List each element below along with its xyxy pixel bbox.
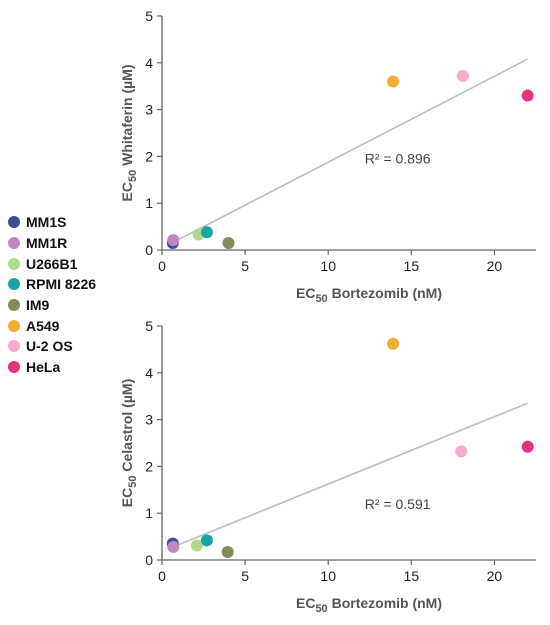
data-point: [221, 546, 234, 559]
trendline: [171, 402, 528, 549]
legend-item: MM1S: [8, 212, 96, 233]
legend-label: HeLa: [26, 359, 61, 376]
legend-marker: [8, 237, 20, 250]
x-tick-label: 20: [487, 568, 503, 584]
y-axis-title: EC50 Whitaferin (µM): [119, 65, 139, 202]
x-axis-title: EC50 Bortezomib (nM): [296, 285, 442, 305]
legend-label: IM9: [26, 297, 50, 314]
y-axis-title: EC50 Celastrol (µM): [119, 379, 139, 507]
legend-item: MM1R: [8, 233, 96, 254]
y-tick-label: 3: [145, 102, 153, 118]
chart-panel: 0 1 2 3 4 5 0 5 10 15 20 R² = 0.591 EC50 Bortezomib …: [119, 318, 536, 615]
y-tick-label: 0: [145, 242, 153, 258]
legend-item: IM9: [8, 295, 96, 316]
data-point: [200, 226, 213, 239]
y-tick-label: 5: [145, 8, 153, 24]
data-point: [222, 236, 235, 249]
x-tick-label: 0: [158, 568, 166, 584]
data-point: [456, 69, 469, 82]
chart-panel: 0 1 2 3 4 5 0 5 10 15 20 R² = 0.896 EC50 Bortezomib …: [119, 8, 536, 305]
legend-item: U-2 OS: [8, 336, 96, 357]
data-point: [167, 540, 180, 553]
data-point: [387, 337, 400, 350]
y-tick-label: 1: [145, 505, 153, 521]
y-tick-label: 2: [145, 458, 153, 474]
r-squared-label: R² = 0.591: [365, 496, 431, 512]
data-point: [521, 440, 534, 453]
y-tick-label: 0: [145, 552, 153, 568]
legend-label: MM1R: [26, 235, 68, 252]
data-point: [200, 534, 213, 547]
y-tick-label: 2: [145, 148, 153, 164]
data-point: [455, 445, 468, 458]
y-tick-label: 3: [145, 412, 153, 428]
legend-marker: [8, 278, 20, 291]
legend-item: A549: [8, 315, 96, 336]
data-point: [387, 75, 400, 88]
x-axis-title: EC50 Bortezomib (nM): [296, 595, 442, 615]
legend-label: U266B1: [26, 255, 78, 272]
legend-label: A549: [26, 317, 60, 334]
y-tick-label: 5: [145, 318, 153, 334]
legend-marker: [8, 361, 20, 374]
legend-marker: [8, 257, 20, 270]
data-point: [521, 89, 534, 102]
trendline: [171, 58, 529, 244]
legend-marker: [8, 340, 20, 353]
x-tick-label: 0: [158, 258, 166, 274]
legend-marker: [8, 299, 20, 312]
legend-marker: [8, 319, 20, 332]
y-tick-label: 4: [145, 365, 153, 381]
x-tick-label: 10: [320, 568, 336, 584]
legend: MM1S MM1R U266B1 RPMI 8226 IM9 A549 U-2 …: [8, 212, 96, 378]
data-point: [190, 539, 203, 552]
y-tick-label: 1: [145, 195, 153, 211]
r-squared-label: R² = 0.896: [365, 151, 431, 167]
legend-marker: [8, 216, 20, 229]
x-tick-label: 15: [404, 258, 420, 274]
legend-item: RPMI 8226: [8, 274, 96, 295]
x-tick-label: 15: [404, 568, 420, 584]
legend-item: U266B1: [8, 253, 96, 274]
x-tick-label: 5: [241, 568, 249, 584]
legend-label: RPMI 8226: [26, 276, 97, 293]
legend-label: MM1S: [26, 214, 67, 231]
x-tick-label: 5: [241, 258, 249, 274]
x-tick-label: 20: [487, 258, 503, 274]
x-tick-label: 10: [320, 258, 336, 274]
legend-item: HeLa: [8, 357, 96, 378]
y-tick-label: 4: [145, 55, 153, 71]
legend-label: U-2 OS: [26, 338, 73, 355]
data-point: [167, 234, 180, 247]
